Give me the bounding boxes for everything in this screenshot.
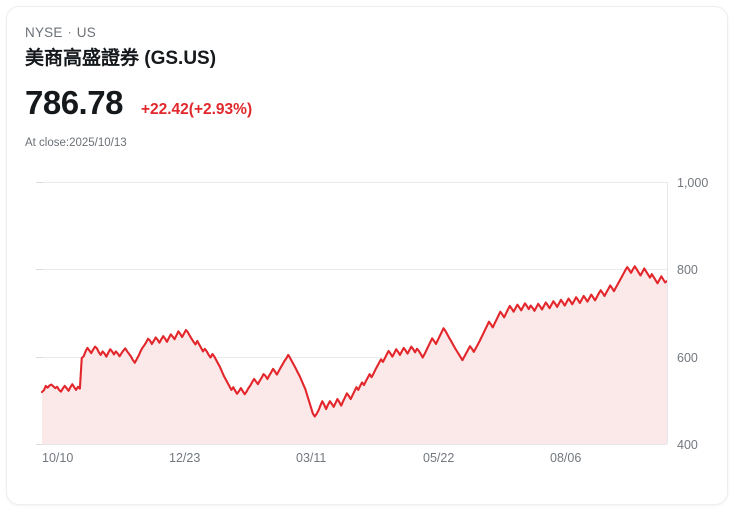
quote-header: NYSE · US 美商高盛證券 (GS.US) 786.78 +22.42(+2.… xyxy=(25,23,665,151)
exchange-name: NYSE xyxy=(25,25,63,40)
price-row: 786.78 +22.42(+2.93%) xyxy=(25,84,665,124)
y-axis-tick-label: 1,000 xyxy=(677,176,708,190)
series-area-fill xyxy=(42,266,667,444)
as-of-timestamp: At close:2025/10/13 xyxy=(25,137,127,149)
x-axis-tick-label: 10/10 xyxy=(42,451,73,465)
exchange-row: NYSE · US xyxy=(25,23,665,41)
series-line xyxy=(40,265,669,418)
y-axis-tick-label: 600 xyxy=(677,351,698,365)
region-label: US xyxy=(76,25,96,40)
y-axis-tick-label: 800 xyxy=(677,263,698,277)
price-change: +22.42(+2.93%) xyxy=(140,101,253,118)
x-axis-tick-label: 05/22 xyxy=(423,451,454,465)
separator-dot: · xyxy=(67,25,72,39)
x-axis-tick-label: 03/11 xyxy=(296,451,326,465)
x-axis-tick-label: 12/23 xyxy=(169,451,200,465)
last-price: 786.78 xyxy=(25,84,123,121)
y-axis-tick-label: 400 xyxy=(677,438,698,452)
stock-quote-card: NYSE · US 美商高盛證券 (GS.US) 786.78 +22.42(+2.… xyxy=(6,6,728,505)
page-title: 美商高盛證券 (GS.US) xyxy=(25,48,217,69)
x-axis-tick-label: 08/06 xyxy=(550,451,581,465)
